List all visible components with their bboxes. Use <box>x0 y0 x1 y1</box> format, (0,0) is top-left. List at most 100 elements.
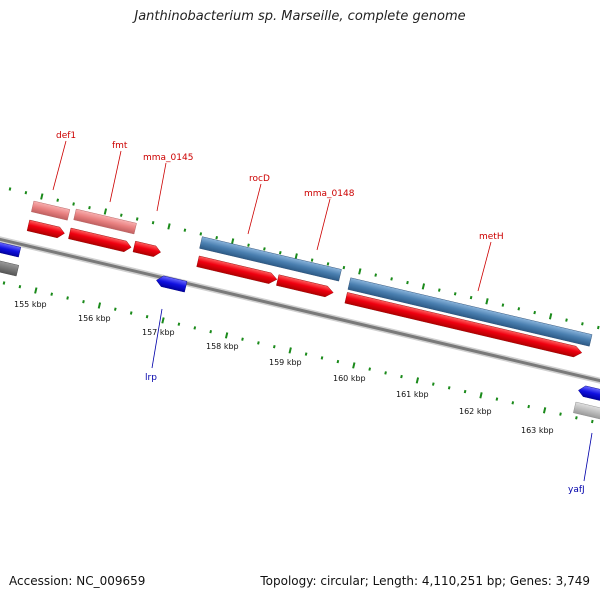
major-tick <box>288 347 292 354</box>
gene-label-mma-0148: mma_0148 <box>304 189 355 199</box>
gene-mma-0148[interactable] <box>276 274 334 299</box>
major-tick <box>542 407 547 414</box>
minor-tick <box>368 367 372 371</box>
leader-line-metH <box>477 241 492 292</box>
minor-tick <box>495 397 499 401</box>
tick-label-156: 156 kbp <box>78 314 111 323</box>
minor-tick <box>384 371 387 375</box>
gene-label-def1: def1 <box>56 131 76 141</box>
tick-label-160: 160 kbp <box>333 374 366 383</box>
feature-yafJ-gray[interactable] <box>573 401 600 423</box>
feature-fmt-light[interactable] <box>73 208 137 235</box>
minor-tick <box>72 202 75 206</box>
gene-label-yafJ: yafJ <box>568 485 585 495</box>
major-tick <box>485 298 489 305</box>
gene-label-mma-0145: mma_0145 <box>143 153 193 163</box>
leader-line-yafJ <box>583 432 593 482</box>
minor-tick <box>247 243 250 247</box>
feature-left-edge-gray[interactable] <box>0 257 20 277</box>
minor-tick <box>511 401 515 405</box>
minor-tick <box>177 322 181 326</box>
minor-tick <box>390 277 393 281</box>
minor-tick <box>326 262 330 266</box>
minor-tick <box>581 322 584 326</box>
minor-tick <box>527 404 531 409</box>
minor-tick <box>463 389 467 394</box>
genome-summary-text: Topology: circular; Length: 4,110,251 bp… <box>260 574 590 588</box>
minor-tick <box>18 285 22 289</box>
feature-metH-steel[interactable] <box>347 277 593 347</box>
minor-tick <box>342 265 346 270</box>
gene-def1[interactable] <box>26 219 66 239</box>
minor-tick <box>56 198 60 202</box>
minor-tick <box>215 236 219 240</box>
major-tick <box>415 377 420 384</box>
minor-tick <box>199 232 203 236</box>
tick-label-158: 158 kbp <box>206 342 239 351</box>
minor-tick <box>135 217 139 221</box>
gene-fmt[interactable] <box>68 227 132 253</box>
leader-line-lrp <box>151 308 163 369</box>
leader-line-fmt <box>109 150 122 203</box>
gene-label-lrp: lrp <box>145 373 157 383</box>
map-title: Janthinobacterium sp. Marseille, complet… <box>134 9 466 24</box>
feature-rocD-steel[interactable] <box>199 236 342 282</box>
gene-label-rocD: rocD <box>249 174 270 184</box>
gene-yafJ[interactable] <box>577 384 600 404</box>
minor-tick <box>8 187 12 191</box>
minor-tick <box>119 213 123 217</box>
major-tick <box>224 332 229 339</box>
minor-tick <box>336 359 340 364</box>
gene-lrp[interactable] <box>155 274 188 293</box>
minor-tick <box>453 292 457 296</box>
leader-line-def1 <box>52 140 67 191</box>
minor-tick <box>151 221 155 225</box>
minor-tick <box>50 292 54 296</box>
minor-tick <box>406 280 409 285</box>
minor-tick <box>183 228 187 232</box>
major-tick <box>167 223 171 230</box>
minor-tick <box>241 337 244 341</box>
major-tick <box>358 268 362 275</box>
minor-tick <box>257 341 260 345</box>
minor-tick <box>559 412 562 416</box>
minor-tick <box>263 247 266 251</box>
tick-label-163: 163 kbp <box>521 426 554 435</box>
minor-tick <box>575 416 578 420</box>
feature-def1-light[interactable] <box>31 200 71 221</box>
minor-tick <box>374 273 378 277</box>
minor-tick <box>533 310 537 315</box>
major-tick <box>479 392 483 399</box>
accession-text: Accession: NC_009659 <box>9 574 146 588</box>
gene-label-fmt: fmt <box>112 141 128 151</box>
major-tick <box>294 253 298 260</box>
gene-left-edge-reverse[interactable] <box>0 239 22 258</box>
minor-tick <box>145 315 149 319</box>
minor-tick <box>565 318 568 322</box>
tick-label-162: 162 kbp <box>459 407 492 416</box>
minor-tick <box>431 382 435 386</box>
major-tick <box>34 287 38 294</box>
major-tick <box>548 313 553 320</box>
gene-label-metH: metH <box>479 232 504 242</box>
tick-label-157: 157 kbp <box>142 328 175 337</box>
major-tick <box>97 302 102 309</box>
tick-label-161: 161 kbp <box>396 390 429 399</box>
gene-mma-0145[interactable] <box>132 240 162 258</box>
major-tick <box>40 193 44 200</box>
genome-backbone-core <box>0 237 600 383</box>
major-tick <box>161 317 165 324</box>
minor-tick <box>596 325 600 330</box>
minor-tick <box>2 281 6 285</box>
minor-tick <box>209 330 213 334</box>
minor-tick <box>88 206 91 210</box>
forward-scale-ticks <box>8 187 600 330</box>
gene-metH[interactable] <box>344 292 583 358</box>
minor-tick <box>278 251 282 255</box>
gene-rocD[interactable] <box>196 255 278 285</box>
minor-tick <box>304 352 308 356</box>
major-tick <box>230 238 235 245</box>
minor-tick <box>272 345 276 349</box>
leader-line-mma-0145 <box>156 162 167 212</box>
